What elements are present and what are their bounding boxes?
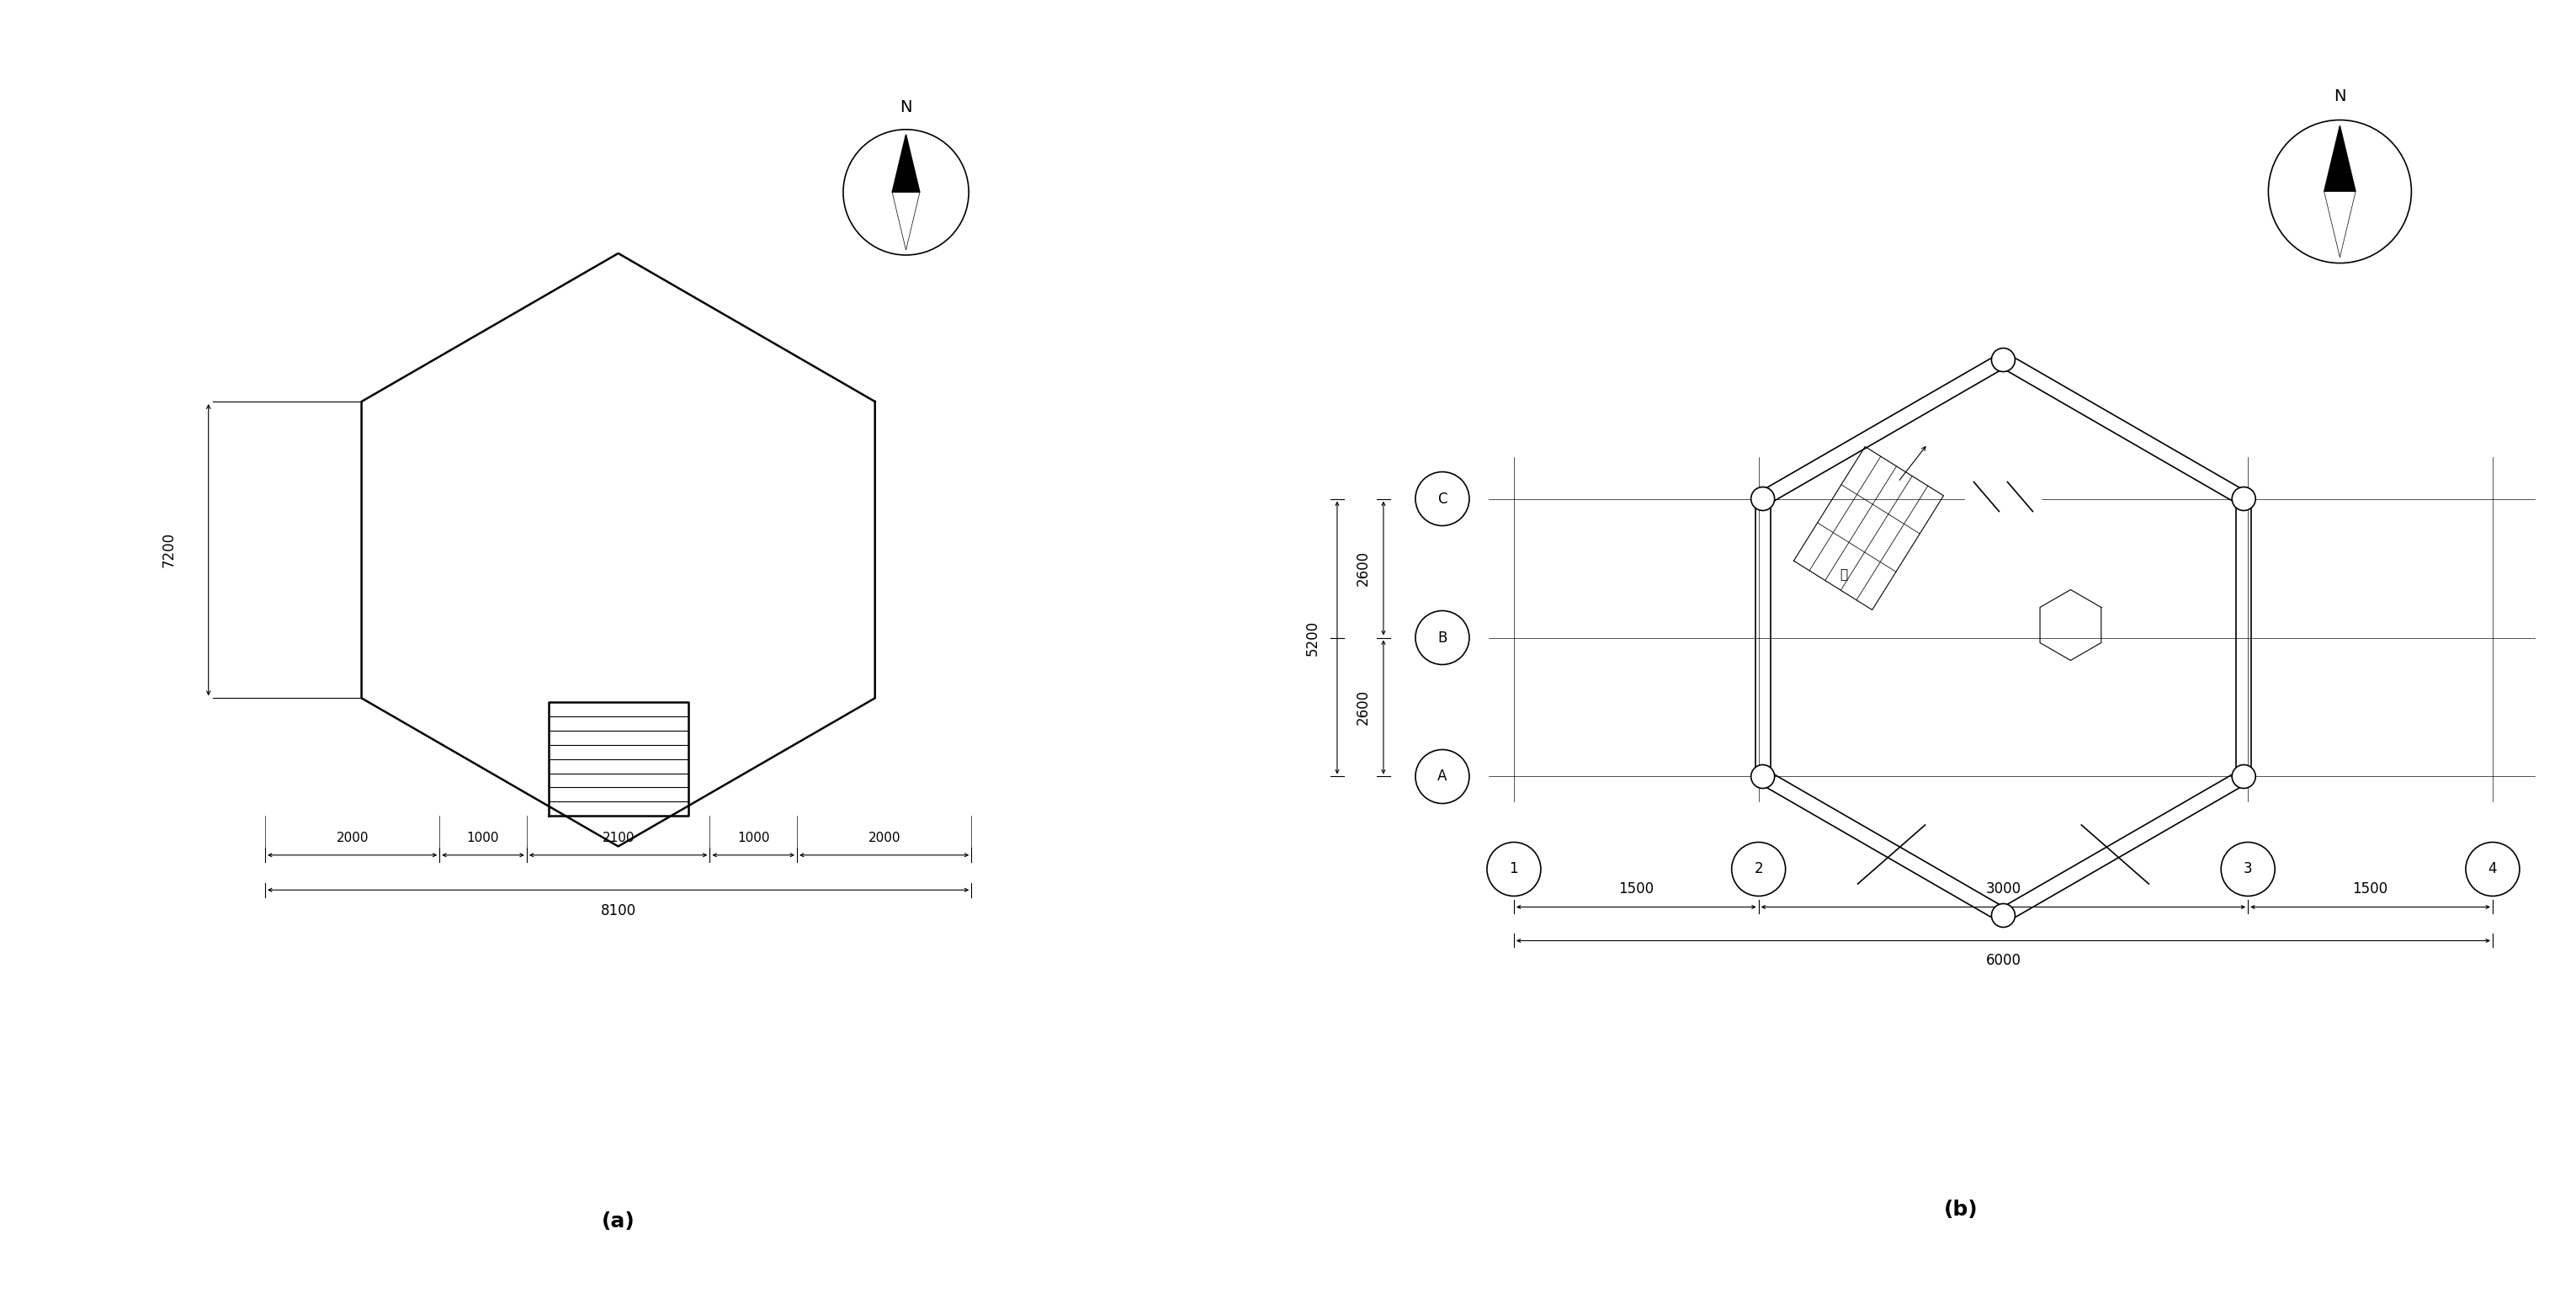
Text: 7200: 7200 <box>162 533 178 568</box>
Text: 上: 上 <box>1839 568 1847 581</box>
Text: 8100: 8100 <box>600 903 636 918</box>
Text: N: N <box>2334 88 2347 105</box>
Text: N: N <box>899 99 912 115</box>
Text: 1500: 1500 <box>2352 882 2388 897</box>
Circle shape <box>1991 903 2014 927</box>
Circle shape <box>1752 487 1775 511</box>
Polygon shape <box>2324 126 2354 191</box>
Text: A: A <box>1437 768 1448 784</box>
Text: 1500: 1500 <box>1618 882 1654 897</box>
Circle shape <box>2231 487 2257 511</box>
Polygon shape <box>1965 474 2040 520</box>
Text: (b): (b) <box>1945 1200 1978 1220</box>
Text: 2000: 2000 <box>868 833 902 844</box>
Circle shape <box>2231 764 2257 788</box>
Text: 2: 2 <box>1754 861 1762 877</box>
Text: 2000: 2000 <box>335 833 368 844</box>
Text: (a): (a) <box>603 1211 634 1232</box>
Text: 3: 3 <box>2244 861 2251 877</box>
Text: 2100: 2100 <box>603 833 634 844</box>
Text: 3000: 3000 <box>1986 882 2022 897</box>
Text: 2600: 2600 <box>1355 690 1370 725</box>
Text: 1000: 1000 <box>466 833 500 844</box>
Text: 6000: 6000 <box>1986 953 2022 969</box>
Circle shape <box>1752 764 1775 788</box>
Text: 5200: 5200 <box>1306 620 1321 656</box>
Polygon shape <box>2324 191 2354 258</box>
Text: 1000: 1000 <box>737 833 770 844</box>
Text: 2600: 2600 <box>1355 551 1370 586</box>
Text: 1: 1 <box>1510 861 1517 877</box>
Polygon shape <box>891 192 920 250</box>
Text: C: C <box>1437 491 1448 507</box>
Text: B: B <box>1437 630 1448 645</box>
Polygon shape <box>1965 507 1973 520</box>
Circle shape <box>1991 348 2014 372</box>
Text: 4: 4 <box>2488 861 2496 877</box>
Polygon shape <box>891 135 920 192</box>
